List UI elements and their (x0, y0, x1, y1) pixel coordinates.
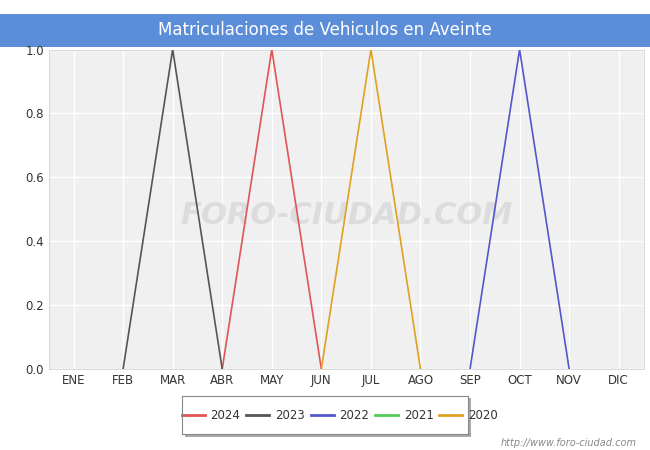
Text: Matriculaciones de Vehiculos en Aveinte: Matriculaciones de Vehiculos en Aveinte (158, 21, 492, 40)
Text: 2022: 2022 (339, 409, 369, 422)
Text: 2024: 2024 (211, 409, 240, 422)
Text: http://www.foro-ciudad.com: http://www.foro-ciudad.com (501, 438, 637, 448)
Text: 2023: 2023 (275, 409, 305, 422)
Text: 2020: 2020 (468, 409, 498, 422)
Text: FORO-CIUDAD.COM: FORO-CIUDAD.COM (180, 201, 512, 230)
Text: 2021: 2021 (404, 409, 434, 422)
